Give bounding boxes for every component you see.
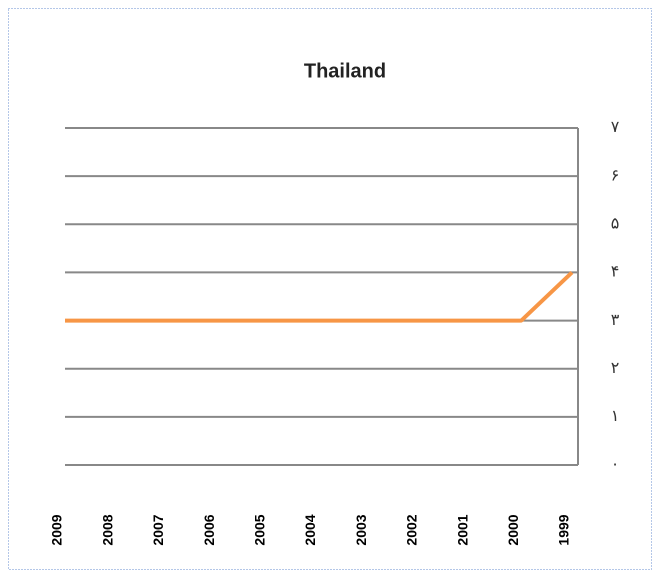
x-tick-label: 2008 bbox=[99, 514, 115, 545]
x-tick-label: 2001 bbox=[454, 514, 470, 545]
y-tick-label: ۵ bbox=[611, 216, 620, 233]
x-tick-label: 2006 bbox=[201, 514, 217, 545]
chart-title: Thailand bbox=[304, 60, 386, 82]
x-tick-label: 2005 bbox=[252, 514, 268, 545]
y-tick-label: ۷ bbox=[611, 119, 620, 136]
y-tick-label: ۱ bbox=[611, 408, 620, 425]
y-tick-label: ۲ bbox=[611, 360, 620, 377]
y-tick-label: ۳ bbox=[611, 312, 620, 329]
x-tick-label: 2009 bbox=[49, 514, 65, 545]
y-tick-label: ۶ bbox=[611, 167, 620, 184]
y-tick-label: ۰ bbox=[611, 456, 620, 473]
x-tick-label: 2002 bbox=[404, 514, 420, 545]
chart-frame bbox=[8, 8, 652, 570]
x-tick-label: 2007 bbox=[150, 514, 166, 545]
x-tick-label: 2003 bbox=[353, 514, 369, 545]
x-tick-label: 2000 bbox=[505, 514, 521, 545]
data-line bbox=[65, 270, 574, 323]
y-tick-label: ۴ bbox=[611, 264, 620, 281]
x-tick-label: 1999 bbox=[556, 514, 572, 545]
x-tick-label: 2004 bbox=[302, 514, 318, 545]
